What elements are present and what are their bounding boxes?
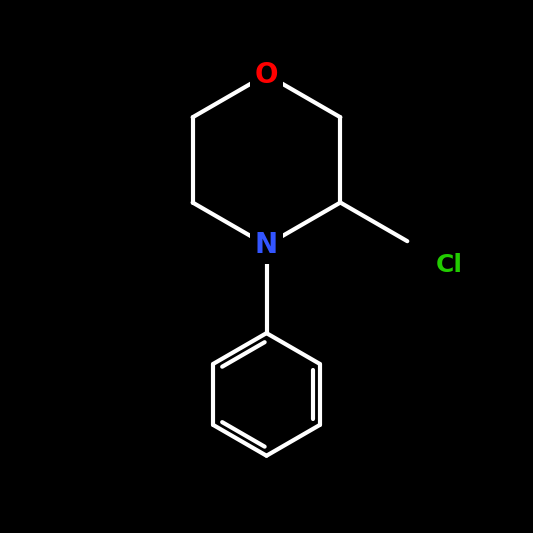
Text: Cl: Cl: [435, 253, 462, 277]
Text: N: N: [255, 231, 278, 259]
Text: O: O: [255, 61, 278, 88]
